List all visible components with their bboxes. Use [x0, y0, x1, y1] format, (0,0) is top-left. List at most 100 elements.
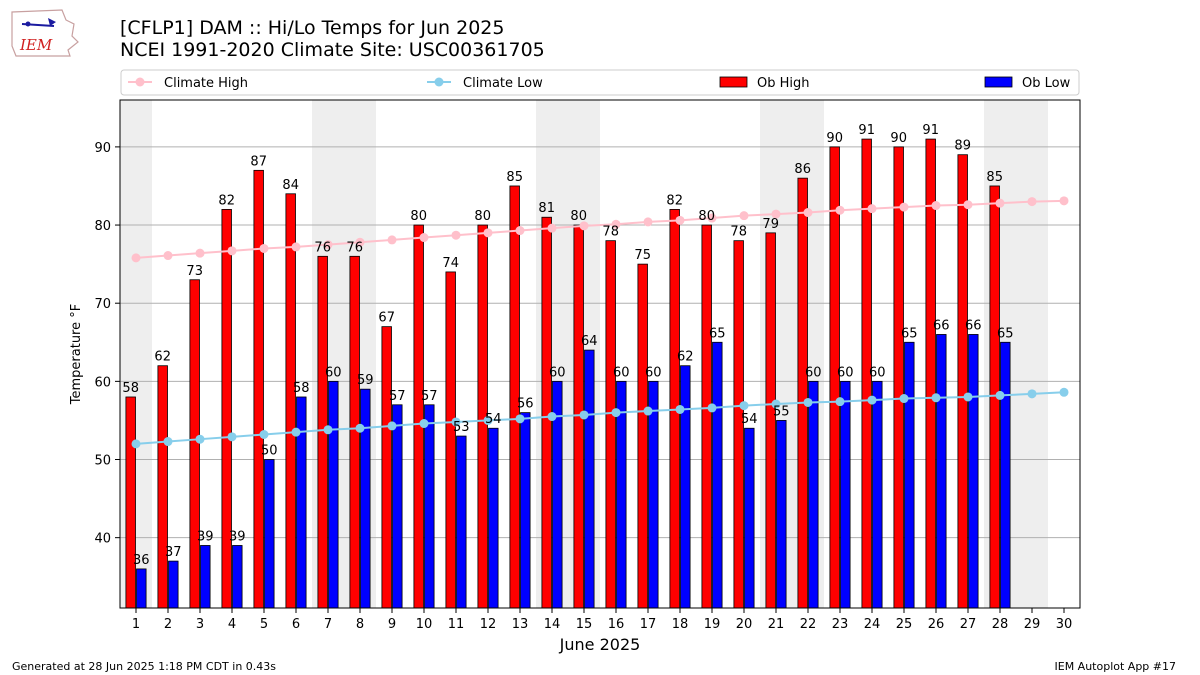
ob-low-label: 60 [869, 365, 886, 380]
legend: Climate High Climate Low Ob High Ob Low [120, 69, 1080, 96]
shade-band-day-15 [568, 100, 600, 608]
x-tick-label: 22 [800, 617, 817, 632]
ob-high-label: 87 [250, 154, 267, 169]
title-line-2: NCEI 1991-2020 Climate Site: USC00361705 [120, 39, 545, 61]
climate-high-point [803, 208, 813, 218]
ob-low-label: 39 [229, 529, 246, 544]
climate-low-point [323, 425, 333, 435]
climate-high-point [323, 240, 333, 250]
ob-low-label: 65 [901, 326, 918, 341]
climate-high-point [259, 243, 269, 253]
ob-high-label: 81 [538, 201, 555, 216]
ob-low-label: 37 [165, 545, 182, 560]
ob-low-bar [424, 404, 435, 609]
x-tick-label: 8 [356, 617, 364, 632]
legend-ob-low-label: Ob Low [1022, 76, 1071, 91]
x-tick-label: 13 [512, 617, 529, 632]
climate-high-point [419, 233, 429, 243]
ob-high-bar [445, 271, 456, 609]
x-tick-label: 9 [388, 617, 396, 632]
x-tick-label: 4 [228, 617, 236, 632]
climate-low-point [515, 414, 525, 424]
x-tick-label: 28 [992, 617, 1009, 632]
climate-low-point [195, 434, 205, 444]
ob-low-bar [648, 380, 659, 609]
legend-ob-low-swatch [984, 76, 1013, 88]
ob-low-bar [680, 365, 691, 609]
legend-ob-high-swatch [719, 76, 748, 88]
y-tick-label: 60 [94, 375, 111, 390]
climate-high-point [643, 217, 653, 227]
climate-high-point [451, 230, 461, 240]
climate-low-point [483, 415, 493, 425]
ob-high-bar [413, 224, 424, 609]
ob-low-label: 58 [293, 381, 310, 396]
ob-high-label: 80 [410, 209, 427, 224]
climate-high-point [771, 209, 781, 219]
ob-low-label: 62 [677, 350, 694, 365]
ob-low-bar [360, 388, 371, 609]
climate-low-point [547, 412, 557, 422]
climate-high-point [355, 237, 365, 247]
ob-high-bar [381, 326, 392, 609]
climate-high-point [835, 205, 845, 215]
iem-logo: IEM [11, 9, 79, 57]
climate-lines [131, 196, 1069, 449]
bars [125, 138, 1011, 609]
ob-low-bar [232, 545, 243, 609]
ob-low-label: 57 [421, 389, 438, 404]
chart-title: [CFLP1] DAM :: Hi/Lo Temps for Jun 2025 … [120, 17, 545, 61]
shade-band-day-14 [536, 100, 568, 608]
ob-low-bar [520, 412, 531, 609]
y-tick-label: 80 [94, 219, 111, 234]
climate-high-point [579, 221, 589, 231]
climate-low-point [387, 421, 397, 431]
climate-low-point [419, 419, 429, 429]
climate-high-point [291, 242, 301, 252]
ob-high-bar [285, 193, 296, 609]
ob-low-bar [328, 380, 339, 609]
climate-low-point [611, 408, 621, 418]
climate-low-point [643, 406, 653, 416]
climate-low-point [675, 404, 685, 414]
ob-low-label: 60 [805, 365, 822, 380]
climate-low-point [579, 410, 589, 420]
ob-low-label: 50 [261, 444, 278, 459]
climate-high-point [995, 198, 1005, 208]
x-tick-label: 10 [416, 617, 433, 632]
ob-high-label: 80 [474, 209, 491, 224]
climate-low-line [135, 391, 1065, 445]
ob-high-label: 90 [826, 131, 843, 146]
ob-low-bar [968, 334, 979, 609]
ob-high-label: 76 [314, 240, 331, 255]
y-tick-label: 70 [94, 297, 111, 312]
plot-frame [119, 99, 1081, 609]
ob-low-bar [904, 341, 915, 609]
climate-low-point [739, 401, 749, 411]
climate-low-point [707, 403, 717, 413]
ob-high-label: 75 [634, 248, 651, 263]
x-tick-label: 17 [640, 617, 657, 632]
app-label: IEM Autoplot App #17 [1054, 660, 1177, 673]
climate-low-point [291, 427, 301, 437]
ob-high-bar [221, 209, 232, 609]
climate-high-point [963, 200, 973, 210]
x-tick-label: 18 [672, 617, 689, 632]
x-tick-label: 11 [448, 617, 465, 632]
ob-high-bar [253, 169, 264, 609]
ob-high-bar [957, 154, 968, 609]
x-tick-label: 1 [132, 617, 140, 632]
ob-low-label: 65 [709, 326, 726, 341]
climate-low-point [867, 395, 877, 405]
climate-low-point [995, 390, 1005, 400]
shade-band-day-29 [1016, 100, 1048, 608]
climate-low-point [771, 399, 781, 409]
ob-high-bar [157, 365, 168, 609]
x-tick-label: 7 [324, 617, 332, 632]
climate-high-point [195, 248, 205, 258]
x-tick-label: 16 [608, 617, 625, 632]
ob-low-label: 60 [613, 365, 630, 380]
ob-low-bar [936, 334, 947, 609]
ob-high-label: 91 [858, 123, 875, 138]
